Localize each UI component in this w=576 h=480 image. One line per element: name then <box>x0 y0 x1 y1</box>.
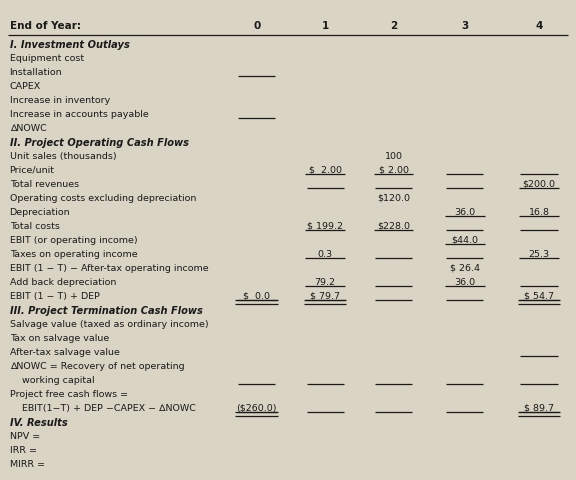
Text: 3: 3 <box>461 21 468 31</box>
Text: $ 89.7: $ 89.7 <box>524 404 554 413</box>
Text: End of Year:: End of Year: <box>10 21 81 31</box>
Text: Increase in inventory: Increase in inventory <box>10 96 110 105</box>
Text: I. Investment Outlays: I. Investment Outlays <box>10 40 130 50</box>
Text: Salvage value (taxed as ordinary income): Salvage value (taxed as ordinary income) <box>10 320 209 329</box>
Text: Equipment cost: Equipment cost <box>10 54 84 63</box>
Text: Depreciation: Depreciation <box>10 208 70 217</box>
Text: $44.0: $44.0 <box>452 236 478 245</box>
Text: $228.0: $228.0 <box>377 222 410 231</box>
Text: 0.3: 0.3 <box>317 250 333 259</box>
Text: Unit sales (thousands): Unit sales (thousands) <box>10 152 116 161</box>
Text: CAPEX: CAPEX <box>10 82 41 91</box>
Text: Increase in accounts payable: Increase in accounts payable <box>10 110 149 119</box>
Text: 16.8: 16.8 <box>529 208 550 217</box>
Text: Operating costs excluding depreciation: Operating costs excluding depreciation <box>10 194 196 203</box>
Text: Add back depreciation: Add back depreciation <box>10 278 116 287</box>
Text: Total costs: Total costs <box>10 222 59 231</box>
Text: Project free cash flows =: Project free cash flows = <box>10 390 128 399</box>
Text: EBIT (or operating income): EBIT (or operating income) <box>10 236 137 245</box>
Text: Total revenues: Total revenues <box>10 180 79 189</box>
Text: $ 2.00: $ 2.00 <box>378 166 408 175</box>
Text: III. Project Termination Cash Flows: III. Project Termination Cash Flows <box>10 306 203 316</box>
Text: $ 54.7: $ 54.7 <box>524 292 554 300</box>
Text: ∆NOWC: ∆NOWC <box>10 124 47 133</box>
Text: $ 26.4: $ 26.4 <box>450 264 480 273</box>
Text: $  2.00: $ 2.00 <box>309 166 342 175</box>
Text: $120.0: $120.0 <box>377 194 410 203</box>
Text: 2: 2 <box>390 21 397 31</box>
Text: Installation: Installation <box>10 68 62 77</box>
Text: 0: 0 <box>253 21 260 31</box>
Text: Tax on salvage value: Tax on salvage value <box>10 334 109 343</box>
Text: EBIT (1 − T) + DEP: EBIT (1 − T) + DEP <box>10 292 100 300</box>
Text: $ 199.2: $ 199.2 <box>307 222 343 231</box>
Text: $  0.0: $ 0.0 <box>243 292 270 300</box>
Text: $200.0: $200.0 <box>522 180 555 189</box>
Text: 1: 1 <box>321 21 329 31</box>
Text: 36.0: 36.0 <box>454 278 475 287</box>
Text: MIRR =: MIRR = <box>10 460 45 468</box>
Text: EBIT (1 − T) − After-tax operating income: EBIT (1 − T) − After-tax operating incom… <box>10 264 209 273</box>
Text: NPV =: NPV = <box>10 432 40 441</box>
Text: ∆NOWC = Recovery of net operating: ∆NOWC = Recovery of net operating <box>10 362 184 371</box>
Text: EBIT(1−T) + DEP −CAPEX − ∆NOWC: EBIT(1−T) + DEP −CAPEX − ∆NOWC <box>10 404 195 413</box>
Text: 4: 4 <box>535 21 543 31</box>
Text: $ 79.7: $ 79.7 <box>310 292 340 300</box>
Text: After-tax salvage value: After-tax salvage value <box>10 348 119 357</box>
Text: 25.3: 25.3 <box>528 250 550 259</box>
Text: 36.0: 36.0 <box>454 208 475 217</box>
Text: working capital: working capital <box>10 376 94 384</box>
Text: Taxes on operating income: Taxes on operating income <box>10 250 137 259</box>
Text: Price/unit: Price/unit <box>10 166 55 175</box>
Text: ($260.0): ($260.0) <box>236 404 277 413</box>
Text: II. Project Operating Cash Flows: II. Project Operating Cash Flows <box>10 138 188 148</box>
Text: 79.2: 79.2 <box>314 278 336 287</box>
Text: IV. Results: IV. Results <box>10 418 67 428</box>
Text: 100: 100 <box>385 152 403 161</box>
Text: IRR =: IRR = <box>10 445 37 455</box>
